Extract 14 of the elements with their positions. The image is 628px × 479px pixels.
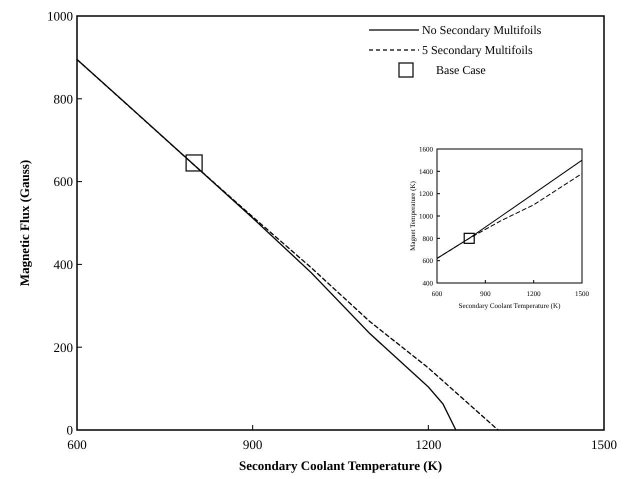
legend-label: No Secondary Multifoils [422, 23, 542, 37]
y-tick-label: 800 [54, 91, 73, 106]
x-tick-label: 600 [67, 437, 87, 452]
x-tick-label: 1500 [591, 437, 617, 452]
y-tick-label: 200 [54, 340, 73, 355]
y-tick-label: 400 [54, 256, 73, 272]
y-tick-label: 0 [66, 422, 73, 438]
x-tick-label: 900 [242, 437, 262, 452]
x-axis-title: Secondary Coolant Temperature (K) [238, 458, 442, 473]
y-axis-title: Magnetic Flux (Gauss) [17, 160, 32, 286]
y-tick-label: 600 [54, 174, 73, 190]
legend-label: 5 Secondary Multifoils [422, 43, 533, 57]
legend-label: Base Case [436, 63, 486, 77]
y-tick-label: 1000 [47, 8, 73, 24]
